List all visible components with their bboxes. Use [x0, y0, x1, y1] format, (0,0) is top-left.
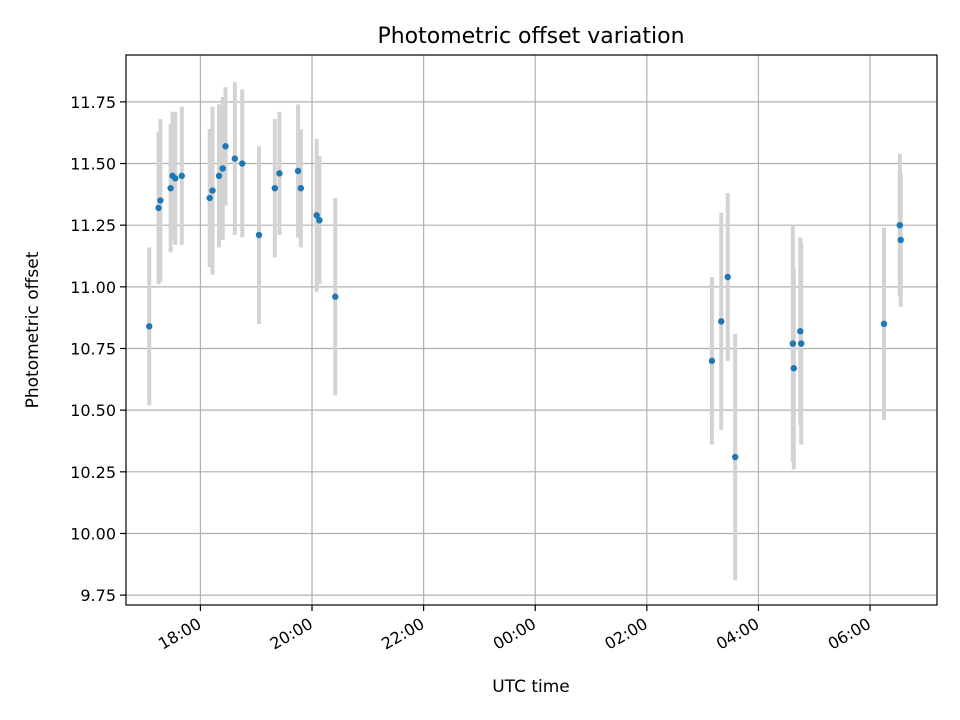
data-point [222, 143, 229, 150]
data-point [789, 340, 797, 347]
data-point [155, 204, 162, 212]
data-point [798, 340, 805, 347]
data-point [896, 221, 903, 229]
data-point [708, 357, 716, 365]
data-point [332, 293, 339, 300]
y-axis-ticks: 9.75 10.00 10.25 10.50 10.75 11.00 11.25 11.50 1… [70, 93, 126, 605]
data-point [239, 160, 246, 167]
data-points [146, 143, 904, 461]
data-point [790, 365, 797, 372]
y-gridlines [126, 101, 937, 596]
y-tick-label: 11.00 [70, 278, 116, 297]
data-point [209, 187, 216, 194]
data-point [897, 236, 904, 244]
data-point [294, 167, 302, 175]
x-axis-label: UTC time [492, 677, 570, 697]
x-gridlines [199, 55, 871, 605]
y-tick-label: 10.75 [70, 339, 116, 358]
data-point [271, 184, 279, 192]
data-point [297, 184, 305, 192]
data-point [219, 165, 226, 172]
y-tick-label: 10.50 [70, 401, 116, 420]
y-tick-label: 11.50 [70, 155, 116, 174]
data-point [157, 197, 164, 204]
data-point [178, 172, 186, 180]
y-tick-label: 10.00 [70, 524, 116, 543]
data-point [167, 184, 174, 192]
data-point [316, 217, 323, 224]
data-point [146, 323, 153, 330]
x-tick-label: 00:00 [490, 614, 539, 654]
data-point [880, 320, 888, 328]
data-point [172, 175, 179, 182]
chart-title: Photometric offset variation [377, 24, 684, 49]
data-point [255, 231, 263, 239]
x-tick-label: 04:00 [713, 614, 762, 654]
data-point [731, 453, 739, 461]
data-point [797, 328, 804, 335]
x-tick-label: 22:00 [378, 614, 427, 654]
y-tick-label: 10.25 [70, 463, 116, 482]
data-point [718, 318, 725, 325]
data-point [215, 172, 223, 180]
y-tick-label: 11.75 [70, 93, 116, 112]
data-point [276, 170, 283, 177]
data-point [724, 273, 731, 281]
data-point [313, 212, 320, 219]
y-axis-label: Photometric offset [23, 251, 43, 408]
x-tick-label: 20:00 [267, 614, 316, 654]
y-tick-label: 11.25 [70, 216, 116, 235]
x-tick-label: 02:00 [601, 614, 650, 654]
x-tick-label: 18:00 [155, 614, 204, 654]
data-point [206, 194, 213, 202]
y-tick-label: 9.75 [80, 586, 116, 605]
data-point [231, 155, 239, 162]
x-tick-label: 06:00 [825, 614, 874, 654]
plot-frame [125, 54, 938, 606]
x-axis-ticks: 18:00 20:00 22:00 00:00 02:00 04:00 06:00 [155, 605, 874, 654]
errorbars [147, 82, 903, 581]
